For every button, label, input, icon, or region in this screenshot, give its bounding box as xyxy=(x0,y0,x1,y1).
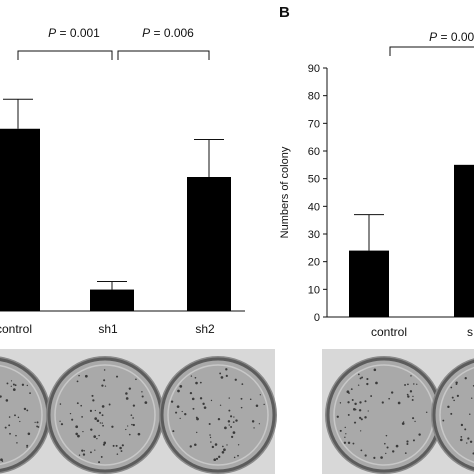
p-value-annotation-1: P = 0.001 xyxy=(48,26,100,40)
y-tick-label: 20 xyxy=(308,257,320,269)
p-value-annotation-2: P = 0.006 xyxy=(142,26,194,40)
y-tick-label: 10 xyxy=(308,284,320,296)
panel-a-dish-photo xyxy=(0,349,277,474)
x-tick-label-control: control xyxy=(371,325,407,339)
bar-sh2 xyxy=(187,177,231,311)
y-tick-label: 30 xyxy=(308,229,320,241)
bar-s xyxy=(454,164,474,317)
y-tick-label: 50 xyxy=(308,174,320,186)
y-tick-label: 70 xyxy=(308,118,320,130)
panel-a-photo-dish-1 xyxy=(0,356,51,474)
panel-b-label: B xyxy=(279,4,290,21)
panel-b-chart: 0 10 20 30 40 50 60 70 80 90 Numbers of colony cont… xyxy=(279,30,474,339)
panel-b-dish-photo xyxy=(322,349,474,474)
panel-a-photo-dish-3 xyxy=(159,356,277,474)
panel-b-photo-dish-1 xyxy=(325,356,443,474)
significance-bracket-1 xyxy=(389,46,474,56)
p-value-annotation-1: P = 0.007 xyxy=(429,30,474,44)
panel-a-chart: control sh1 sh2 P = 0.001 P = 0.006 xyxy=(0,26,245,336)
y-tick-label: 0 xyxy=(314,312,320,324)
y-tick-label: 90 xyxy=(308,63,320,75)
y-tick-label: 60 xyxy=(308,146,320,158)
y-tick-label: 40 xyxy=(308,201,320,213)
panel-b-photo-dish-2 xyxy=(431,358,474,472)
bar-sh1 xyxy=(90,289,134,311)
bar-control xyxy=(349,250,389,317)
x-tick-label-s: s xyxy=(467,325,473,339)
y-axis-label: Numbers of colony xyxy=(279,146,291,238)
x-tick-label-sh1: sh1 xyxy=(98,322,118,336)
x-tick-label-control: control xyxy=(0,322,32,336)
x-tick-label-sh2: sh2 xyxy=(195,322,215,336)
significance-bracket-1 xyxy=(17,50,113,60)
bar-control xyxy=(0,128,40,311)
panel-a-photo-dish-2 xyxy=(46,356,164,474)
significance-bracket-2 xyxy=(117,50,210,60)
y-tick-label: 80 xyxy=(308,91,320,103)
